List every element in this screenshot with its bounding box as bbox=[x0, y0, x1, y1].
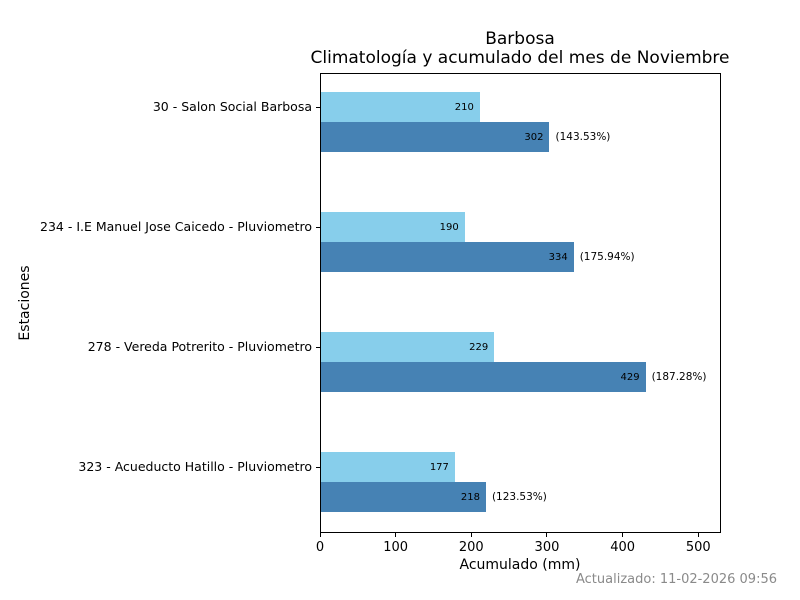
y-tick-label: 30 - Salon Social Barbosa bbox=[152, 99, 312, 114]
bar-value-label: 177 bbox=[429, 461, 449, 473]
chart-title-line2: Climatología y acumulado del mes de Novi… bbox=[310, 48, 730, 68]
x-tick-label: 200 bbox=[458, 540, 484, 555]
bar-value-label: 302 bbox=[524, 131, 544, 143]
bar-value-label: 229 bbox=[469, 341, 489, 353]
y-tick-label: 278 - Vereda Potrerito - Pluviometro bbox=[87, 339, 312, 354]
bar-percent-label: (143.53%) bbox=[555, 131, 611, 143]
x-tick-label: 500 bbox=[685, 540, 711, 555]
bar-percent-label: (175.94%) bbox=[579, 251, 635, 263]
bar-climatologia: 210 bbox=[321, 92, 480, 122]
x-tick-mark bbox=[470, 533, 472, 537]
x-tick-label: 300 bbox=[534, 540, 560, 555]
bar-value-label: 429 bbox=[620, 371, 640, 383]
y-tick-mark bbox=[316, 346, 320, 348]
y-tick-mark bbox=[316, 466, 320, 468]
x-tick-label: 400 bbox=[610, 540, 636, 555]
bar-climatologia: 177 bbox=[321, 452, 455, 482]
bar-acumulado: 218 bbox=[321, 482, 486, 512]
bar-climatologia: 190 bbox=[321, 212, 465, 242]
bar-percent-label: (123.53%) bbox=[491, 491, 547, 503]
bar-acumulado: 302 bbox=[321, 122, 550, 152]
bar-value-label: 218 bbox=[460, 491, 480, 503]
chart-title-line1: Barbosa bbox=[485, 29, 555, 49]
x-tick-mark bbox=[622, 533, 624, 537]
bar-value-label: 190 bbox=[439, 221, 459, 233]
x-tick-label: 100 bbox=[383, 540, 409, 555]
updated-timestamp: Actualizado: 11-02-2026 09:56 bbox=[576, 572, 777, 587]
x-tick-mark bbox=[546, 533, 548, 537]
x-tick-mark bbox=[395, 533, 397, 537]
x-tick-mark bbox=[697, 533, 699, 537]
y-axis-title: Estaciones bbox=[17, 265, 33, 341]
bar-percent-label: (187.28%) bbox=[651, 371, 707, 383]
y-tick-mark bbox=[316, 106, 320, 108]
x-tick-label: 0 bbox=[315, 540, 325, 555]
bar-acumulado: 429 bbox=[321, 362, 646, 392]
chart-title: Barbosa Climatología y acumulado del mes… bbox=[311, 30, 730, 68]
x-tick-mark bbox=[319, 533, 321, 537]
bar-acumulado: 334 bbox=[321, 242, 574, 272]
bar-value-label: 334 bbox=[548, 251, 568, 263]
bar-climatologia: 229 bbox=[321, 332, 495, 362]
x-axis-title: Acumulado (mm) bbox=[459, 557, 581, 573]
y-tick-label: 234 - I.E Manuel Jose Caicedo - Pluviome… bbox=[40, 219, 312, 234]
y-tick-mark bbox=[316, 226, 320, 228]
y-tick-label: 323 - Acueducto Hatillo - Pluviometro bbox=[78, 459, 312, 474]
bar-value-label: 210 bbox=[454, 101, 474, 113]
